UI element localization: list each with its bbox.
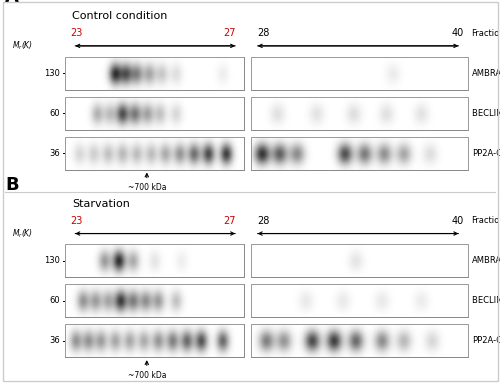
Text: 27: 27 — [223, 28, 235, 38]
Bar — [251, 97, 468, 129]
Text: 36: 36 — [50, 149, 60, 158]
Bar — [251, 137, 468, 170]
Bar — [65, 57, 244, 90]
Bar — [251, 137, 468, 170]
Bar — [251, 285, 468, 317]
Text: 27: 27 — [223, 216, 235, 226]
Text: 28: 28 — [257, 28, 270, 38]
Bar — [251, 57, 468, 90]
Bar — [251, 324, 468, 357]
Bar — [251, 285, 468, 317]
Text: ~700 kDa: ~700 kDa — [128, 183, 166, 192]
Text: 40: 40 — [452, 216, 464, 226]
Bar — [65, 137, 244, 170]
Text: 28: 28 — [257, 216, 270, 226]
Text: 60: 60 — [50, 109, 60, 118]
Bar — [65, 97, 244, 129]
Bar — [65, 57, 244, 90]
Bar — [251, 244, 468, 277]
Text: 36: 36 — [50, 336, 60, 345]
Text: Starvation: Starvation — [72, 199, 130, 209]
Text: BECLIN 1: BECLIN 1 — [472, 109, 500, 118]
Text: ~700 kDa: ~700 kDa — [128, 371, 166, 380]
Bar — [65, 137, 244, 170]
Text: $M_r$(K): $M_r$(K) — [12, 39, 34, 52]
Text: 60: 60 — [50, 296, 60, 305]
Text: AMBRA1: AMBRA1 — [472, 69, 500, 78]
Bar — [65, 324, 244, 357]
Bar — [65, 97, 244, 129]
Text: A: A — [5, 0, 19, 6]
Bar — [65, 285, 244, 317]
Bar — [251, 324, 468, 357]
Bar — [65, 285, 244, 317]
Bar — [65, 244, 244, 277]
Text: PP2A-C: PP2A-C — [472, 336, 500, 345]
Text: 23: 23 — [70, 216, 82, 226]
Text: Fractions: Fractions — [471, 29, 500, 38]
Text: 23: 23 — [70, 28, 82, 38]
Text: Fractions: Fractions — [471, 216, 500, 225]
Bar — [65, 244, 244, 277]
Text: $M_r$(K): $M_r$(K) — [12, 227, 34, 240]
Text: BECLIN 1: BECLIN 1 — [472, 296, 500, 305]
Bar — [65, 324, 244, 357]
Text: 130: 130 — [44, 256, 60, 265]
Text: PP2A-C: PP2A-C — [472, 149, 500, 158]
Bar — [251, 57, 468, 90]
Text: AMBRA1: AMBRA1 — [472, 256, 500, 265]
Text: B: B — [5, 175, 19, 193]
Bar — [251, 97, 468, 129]
Text: 130: 130 — [44, 69, 60, 78]
Text: Control condition: Control condition — [72, 11, 168, 21]
Text: 40: 40 — [452, 28, 464, 38]
Bar — [251, 244, 468, 277]
